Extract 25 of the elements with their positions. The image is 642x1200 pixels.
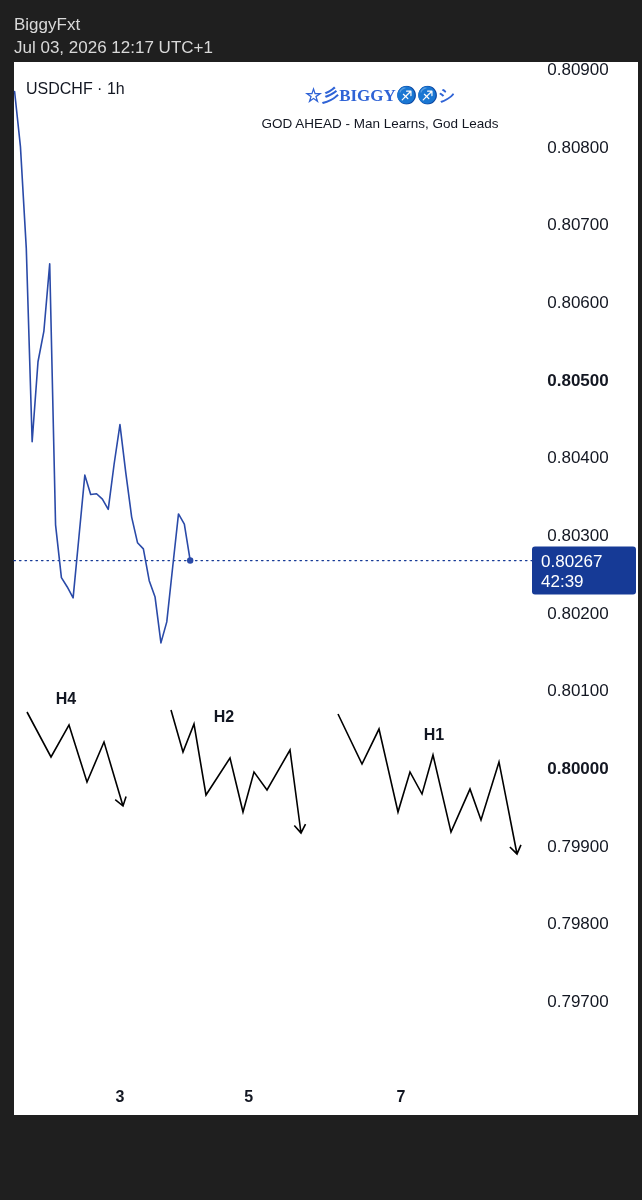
x-tick-label: 3	[115, 1088, 125, 1105]
y-tick-label: 0.80000	[547, 758, 609, 778]
x-tick-label: 5	[244, 1088, 254, 1105]
text: BiggyFxt	[14, 15, 81, 34]
annotation: H4	[55, 690, 77, 707]
x-tick-label: 7	[396, 1088, 406, 1105]
y-tick-label: 0.79900	[547, 836, 609, 856]
y-tick-label: 0.80200	[547, 603, 609, 623]
y-tick-label: 0.79800	[547, 914, 609, 934]
annotation: GOD AHEAD - Man Learns, God Leads	[261, 116, 499, 131]
y-tick-label: 0.80100	[547, 681, 609, 701]
annotation: H2	[213, 708, 235, 725]
y-tick-label: 0.80300	[547, 525, 609, 545]
y-tick-label: 0.80700	[547, 215, 609, 235]
text: USDCHF · 1h	[26, 80, 125, 97]
y-tick-label: 0.79700	[547, 991, 609, 1011]
y-tick-label: 0.80500	[547, 370, 609, 390]
annotation: H1	[423, 726, 445, 743]
annotation: ☆彡BIGGY♐♐シ	[305, 85, 455, 105]
ref-line-label: 0.80267 42:39	[541, 551, 603, 591]
y-tick-label: 0.80900	[547, 59, 609, 79]
y-tick-label: 0.80800	[547, 137, 609, 157]
y-tick-label: 0.80600	[547, 292, 609, 312]
y-tick-label: 0.80400	[547, 448, 609, 468]
text: Jul 03, 2026 12:17 UTC+1	[14, 38, 213, 57]
